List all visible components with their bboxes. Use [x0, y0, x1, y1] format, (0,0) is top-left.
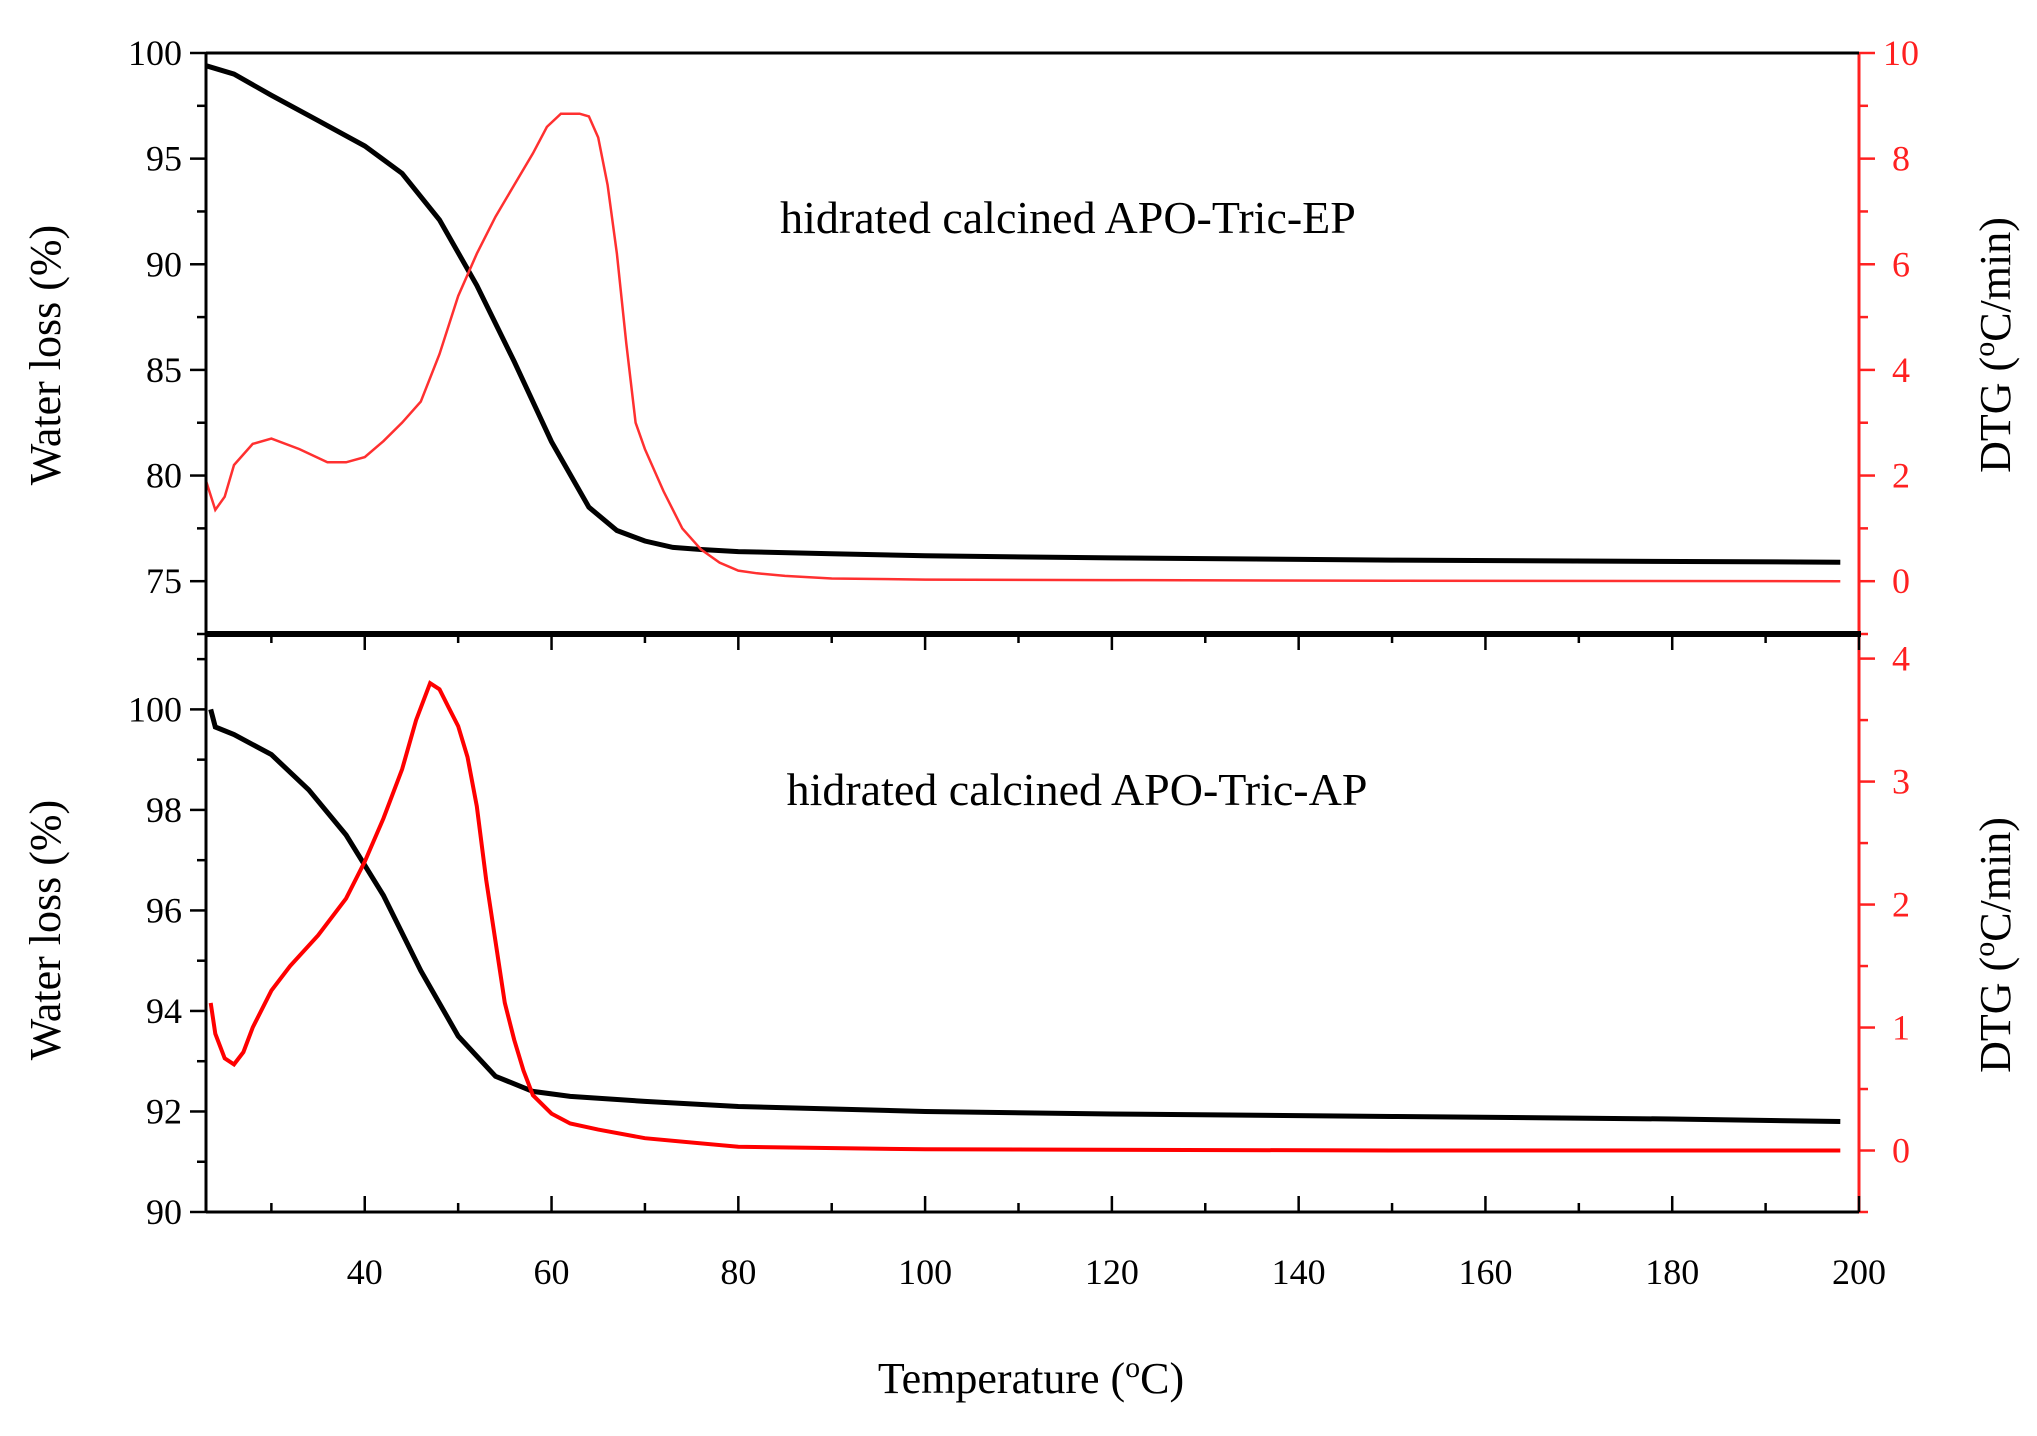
right-tick-label: 0 — [1892, 1131, 1910, 1171]
left-tick-label: 75 — [146, 561, 182, 601]
left-tick-label: 90 — [146, 1192, 182, 1232]
bottom-water-loss-curve — [208, 708, 1841, 1124]
x-tick-label: 80 — [720, 1252, 756, 1292]
left-tick-label: 98 — [146, 790, 182, 830]
top-annotation: hidrated calcined APO-Tric-EP — [780, 192, 1356, 243]
top-y2label-prefix: DTG ( — [1971, 357, 2020, 473]
right-tick-label: 10 — [1883, 33, 1919, 73]
xlabel-suffix: C) — [1140, 1354, 1184, 1403]
bottom-annotation: hidrated calcined APO-Tric-AP — [787, 764, 1368, 815]
bottom-y2label-prefix: DTG ( — [1971, 957, 2020, 1073]
x-tick-label: 180 — [1645, 1252, 1699, 1292]
right-tick-label: 0 — [1892, 561, 1910, 601]
left-tick-label: 94 — [146, 991, 182, 1031]
x-tick-label: 140 — [1272, 1252, 1326, 1292]
xlabel-sup: o — [1125, 1351, 1140, 1384]
x-tick-label: 160 — [1458, 1252, 1512, 1292]
left-tick-label: 90 — [146, 244, 182, 284]
left-tick-label: 80 — [146, 456, 182, 496]
panel-bottom: 90 92 94 96 98 100 0 1 2 3 4 40 60 80 100 120 140 160 180 2… — [21, 634, 2020, 1403]
right-tick-label: 3 — [1892, 762, 1910, 802]
x-tick-label: 40 — [347, 1252, 383, 1292]
bottom-axis-ticks: 90 92 94 96 98 100 0 1 2 3 4 40 60 80 100 120 140 160 180 2… — [128, 634, 1910, 1292]
right-tick-label: 4 — [1892, 350, 1910, 390]
bottom-dtg-curve — [208, 680, 1841, 1153]
left-tick-label: 95 — [146, 139, 182, 179]
x-tick-label: 200 — [1832, 1252, 1886, 1292]
left-tick-label: 85 — [146, 350, 182, 390]
x-tick-label: 100 — [898, 1252, 952, 1292]
top-water-loss-curve — [205, 63, 1841, 565]
bottom-y2label: DTG (oC/min) — [1968, 817, 2021, 1073]
left-tick-label: 100 — [128, 33, 182, 73]
right-tick-label: 8 — [1892, 139, 1910, 179]
top-axis-ticks: 75 80 85 90 95 100 0 2 4 6 8 10 — [128, 33, 1919, 636]
x-tick-label: 60 — [534, 1252, 570, 1292]
axis-frames — [204, 51, 1861, 1214]
top-y2label-suffix: C/min) — [1971, 217, 2020, 342]
right-tick-label: 6 — [1892, 244, 1910, 284]
xlabel-prefix: Temperature ( — [878, 1354, 1125, 1403]
left-tick-label: 96 — [146, 890, 182, 930]
top-ylabel: Water loss (%) — [21, 225, 70, 485]
bottom-y2label-suffix: C/min) — [1971, 817, 2020, 942]
top-y2label: DTG (oC/min) — [1968, 217, 2021, 473]
bottom-ylabel: Water loss (%) — [21, 800, 70, 1060]
left-tick-label: 100 — [128, 689, 182, 729]
right-tick-label: 4 — [1892, 639, 1910, 679]
x-axis-title: Temperature (oC) — [878, 1351, 1184, 1404]
panel-top: 75 80 85 90 95 100 0 2 4 6 8 10 hidrated calcined A… — [21, 33, 2021, 636]
x-tick-label: 120 — [1085, 1252, 1139, 1292]
right-tick-label: 2 — [1892, 456, 1910, 496]
top-dtg-curve — [204, 112, 1841, 583]
right-tick-label: 2 — [1892, 885, 1910, 925]
bottom-y2label-sup: o — [1968, 942, 2001, 957]
top-y2label-sup: o — [1968, 342, 2001, 357]
right-tick-label: 1 — [1892, 1008, 1910, 1048]
left-tick-label: 92 — [146, 1091, 182, 1131]
